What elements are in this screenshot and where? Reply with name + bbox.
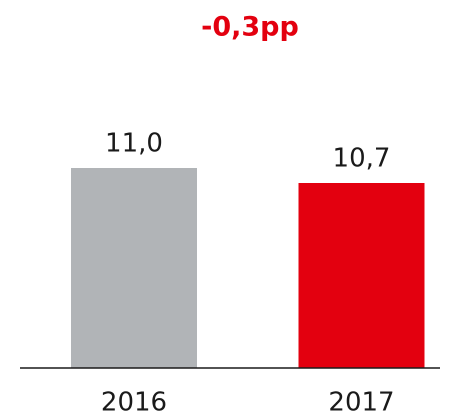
bar bbox=[298, 183, 425, 368]
x-tick-label: 2016 bbox=[101, 388, 167, 416]
bar bbox=[71, 168, 197, 368]
chart-title: -0,3pp bbox=[201, 12, 299, 43]
x-tick-label: 2017 bbox=[328, 388, 394, 416]
value-label: 11,0 bbox=[105, 129, 163, 159]
value-label: 10,7 bbox=[333, 144, 391, 174]
